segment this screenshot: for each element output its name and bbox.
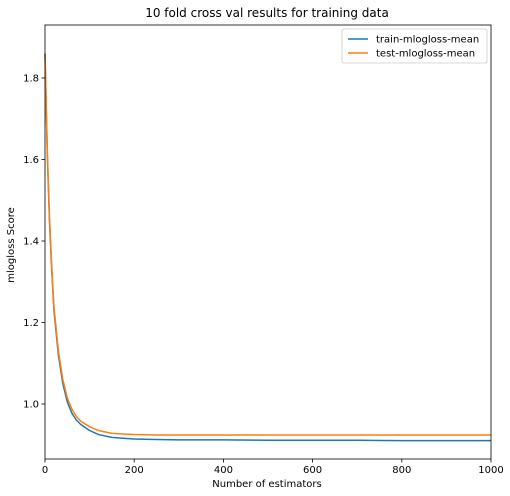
y-axis-label: mlogloss Score (6, 207, 17, 283)
axis-ticks: 0 200 400 600 800 1000 1.0 1.2 1.4 1.6 1.8 (23, 73, 504, 476)
x-tick-label: 1000 (478, 465, 503, 476)
series-line-test-mlogloss-mean (44, 53, 491, 436)
y-tick-label: 1.0 (23, 399, 39, 410)
y-tick-label: 1.4 (23, 236, 39, 247)
y-tick-label: 1.6 (23, 155, 39, 166)
series-group (44, 53, 491, 442)
legend-box (341, 28, 488, 64)
x-tick-label: 800 (392, 465, 411, 476)
y-tick-label: 1.2 (23, 318, 39, 329)
x-tick-label: 0 (42, 465, 48, 476)
axes-spines (44, 24, 492, 460)
x-tick-label: 600 (303, 465, 322, 476)
x-axis-label: Number of estimators (212, 479, 321, 490)
plot-frame (44, 24, 492, 460)
chart-title: 10 fold cross val results for training d… (145, 6, 389, 20)
x-tick-label: 200 (125, 465, 144, 476)
x-tick-label: 400 (214, 465, 233, 476)
legend: train-mlogloss-mean test-mlogloss-mean (341, 28, 488, 64)
legend-entry: test-mlogloss-mean (376, 49, 475, 60)
y-tick-label: 1.8 (23, 73, 39, 84)
legend-entry: train-mlogloss-mean (376, 35, 479, 46)
plot-area (45, 25, 491, 459)
plot-background (45, 25, 491, 459)
